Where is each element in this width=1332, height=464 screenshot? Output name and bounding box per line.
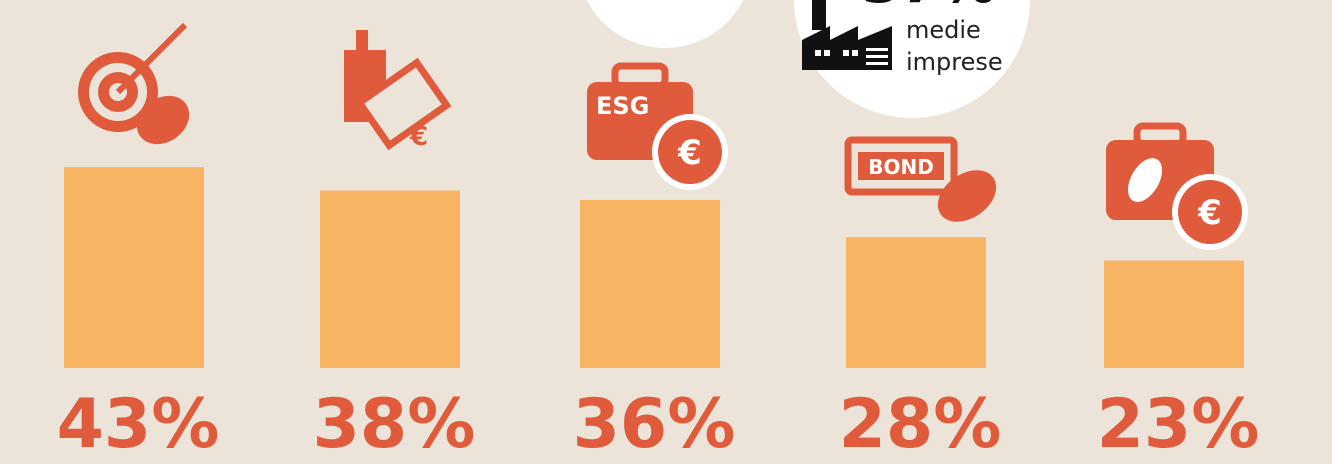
value-label: 36% bbox=[573, 385, 736, 464]
callout-text: imprese bbox=[906, 48, 1003, 76]
bar bbox=[1104, 260, 1244, 368]
svg-text:€: € bbox=[409, 122, 428, 152]
value-label: 28% bbox=[839, 385, 1002, 464]
callout-text: medie bbox=[906, 16, 981, 44]
bar bbox=[64, 167, 204, 368]
bar bbox=[580, 199, 720, 368]
svg-text:€: € bbox=[1197, 193, 1222, 233]
value-label: 38% bbox=[313, 385, 476, 464]
factory-icon bbox=[802, 0, 892, 70]
bar bbox=[320, 190, 460, 368]
svg-text:BOND: BOND bbox=[868, 155, 934, 179]
icons: € ESG € BOND € bbox=[78, 22, 1248, 250]
bubble bbox=[586, 0, 744, 48]
callout-value: 37% bbox=[862, 0, 996, 16]
value-label: 23% bbox=[1097, 385, 1260, 464]
svg-text:ESG: ESG bbox=[596, 92, 649, 120]
bar bbox=[846, 237, 986, 368]
svg-text:€: € bbox=[677, 133, 702, 173]
value-label: 43% bbox=[57, 385, 220, 464]
